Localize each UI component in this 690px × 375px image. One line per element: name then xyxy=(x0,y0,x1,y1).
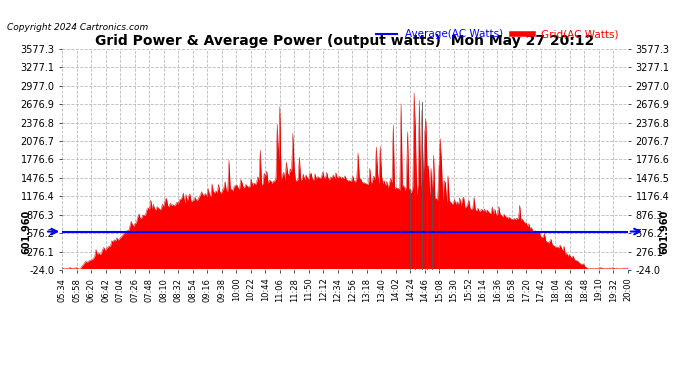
Text: 601.960: 601.960 xyxy=(21,209,31,254)
Text: Copyright 2024 Cartronics.com: Copyright 2024 Cartronics.com xyxy=(7,22,148,32)
Text: 601.960: 601.960 xyxy=(659,209,669,254)
Title: Grid Power & Average Power (output watts)  Mon May 27 20:12: Grid Power & Average Power (output watts… xyxy=(95,34,595,48)
Legend: Average(AC Watts), Grid(AC Watts): Average(AC Watts), Grid(AC Watts) xyxy=(372,25,622,44)
